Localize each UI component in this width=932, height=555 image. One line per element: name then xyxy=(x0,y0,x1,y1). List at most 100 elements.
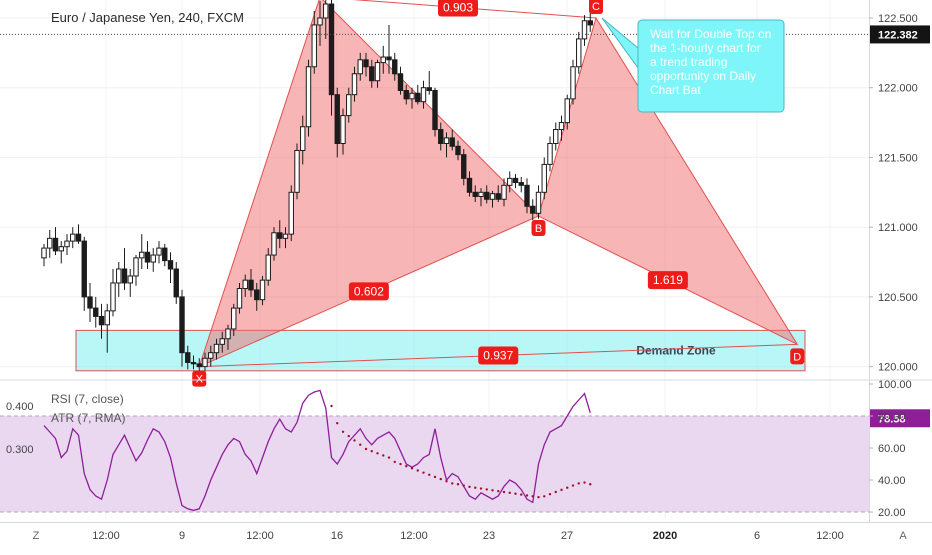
atr-dot xyxy=(485,488,488,491)
pattern-point-label: C xyxy=(592,1,600,13)
candle-down xyxy=(190,361,197,365)
atr-dot xyxy=(508,491,511,495)
auto-scale-button[interactable]: A xyxy=(899,530,907,542)
candle-up xyxy=(213,343,220,354)
time-tick-label: 9 xyxy=(179,530,185,542)
candle-up xyxy=(58,246,64,252)
candle-down xyxy=(185,352,191,363)
atr-dot xyxy=(474,486,477,489)
candle-up xyxy=(317,17,323,26)
candle-up xyxy=(271,232,277,256)
candle-down xyxy=(518,182,524,186)
ratio-badge[interactable] xyxy=(647,271,688,290)
zoom-button[interactable]: Z xyxy=(33,530,40,542)
candle-up xyxy=(300,126,306,151)
price-tick-label: 122.000 xyxy=(878,83,918,95)
candles xyxy=(41,0,593,373)
rsi-tick-label: 40.00 xyxy=(878,475,906,487)
candle-down xyxy=(87,296,93,309)
atr-dot xyxy=(422,471,425,474)
candle-up xyxy=(219,338,225,345)
candle-up xyxy=(346,94,352,117)
candle-down xyxy=(392,59,398,75)
candle-down xyxy=(328,3,335,96)
atr-dot xyxy=(571,484,575,487)
atr-dot xyxy=(554,490,557,494)
rsi-line xyxy=(43,389,591,512)
pattern-point-d[interactable] xyxy=(790,348,805,365)
candle-up xyxy=(231,307,237,330)
candle-up xyxy=(323,3,329,19)
candle-down xyxy=(173,268,179,298)
demand-zone-label: Demand Zone xyxy=(636,344,716,358)
candle-up xyxy=(553,129,559,144)
candle-down xyxy=(81,240,87,298)
candle-up xyxy=(535,191,542,214)
candle-down xyxy=(449,137,455,147)
pattern-point-x[interactable] xyxy=(192,370,207,387)
candle-down xyxy=(484,191,490,200)
atr-dot xyxy=(497,489,500,493)
ratio-label: 0.602 xyxy=(354,284,384,298)
candle-up xyxy=(202,357,208,368)
ratio-badge[interactable] xyxy=(348,282,389,301)
callout-text: Wait for Double Top on the 1-hourly chart… xyxy=(650,27,771,97)
atr-dot xyxy=(428,473,431,476)
candle-up xyxy=(489,193,496,200)
candle-down xyxy=(369,66,375,82)
atr-dot xyxy=(566,486,569,489)
candle-down xyxy=(426,87,432,91)
candle-down xyxy=(397,73,404,91)
candle-up xyxy=(311,24,317,68)
ratio-label: 1.619 xyxy=(653,273,683,287)
candle-down xyxy=(98,315,105,326)
callout-line: the 1-hourly chart for xyxy=(650,41,761,55)
atr-dot xyxy=(387,456,391,459)
atr-tick-label: 0.300 xyxy=(6,444,34,456)
callout-box[interactable] xyxy=(637,19,785,113)
time-tick-label: 12:00 xyxy=(92,530,120,542)
candle-up xyxy=(351,73,358,96)
candle-down xyxy=(93,307,99,317)
pattern-point-c[interactable] xyxy=(589,0,603,14)
candle-up xyxy=(64,240,70,248)
candle-up xyxy=(133,257,139,277)
time-tick-label: 27 xyxy=(561,530,573,542)
atr-dot xyxy=(583,481,586,484)
candle-down xyxy=(530,205,536,214)
candle-down xyxy=(438,129,444,144)
ratio-label: 0.937 xyxy=(483,348,513,362)
candle-down xyxy=(466,177,473,193)
atr-dot xyxy=(456,483,460,486)
candle-up xyxy=(576,38,582,68)
last-price-label: 122.382 xyxy=(878,29,918,41)
rsi-tick-label: 100.00 xyxy=(878,379,912,391)
atr-dot xyxy=(479,487,483,490)
time-tick-label: 12:00 xyxy=(400,530,428,542)
callout-line: Chart Bat xyxy=(650,83,701,97)
candle-up xyxy=(374,62,381,82)
atr-dot xyxy=(347,434,350,438)
candle-down xyxy=(403,89,409,100)
candle-up xyxy=(236,288,243,309)
chart-title: Euro / Japanese Yen, 240, FXCM xyxy=(51,10,244,25)
candle-up xyxy=(104,310,110,326)
candle-up xyxy=(581,20,588,40)
atr-dot xyxy=(336,422,339,425)
atr-dot xyxy=(468,485,471,489)
ratio-badge[interactable] xyxy=(438,0,478,17)
candle-down xyxy=(472,191,478,197)
candle-down xyxy=(248,279,254,291)
ratio-badge[interactable] xyxy=(478,346,519,365)
candle-up xyxy=(208,352,214,359)
time-tick-label: 12:00 xyxy=(816,530,844,542)
rsi-tick-label: 20.00 xyxy=(878,507,906,519)
callout-line: Wait for Double Top on xyxy=(650,27,771,41)
pattern-point-label: B xyxy=(535,223,542,235)
candle-up xyxy=(294,149,300,193)
atr-dot xyxy=(433,475,437,479)
pattern-point-b[interactable] xyxy=(531,220,546,237)
price-tick-label: 122.500 xyxy=(878,13,918,25)
